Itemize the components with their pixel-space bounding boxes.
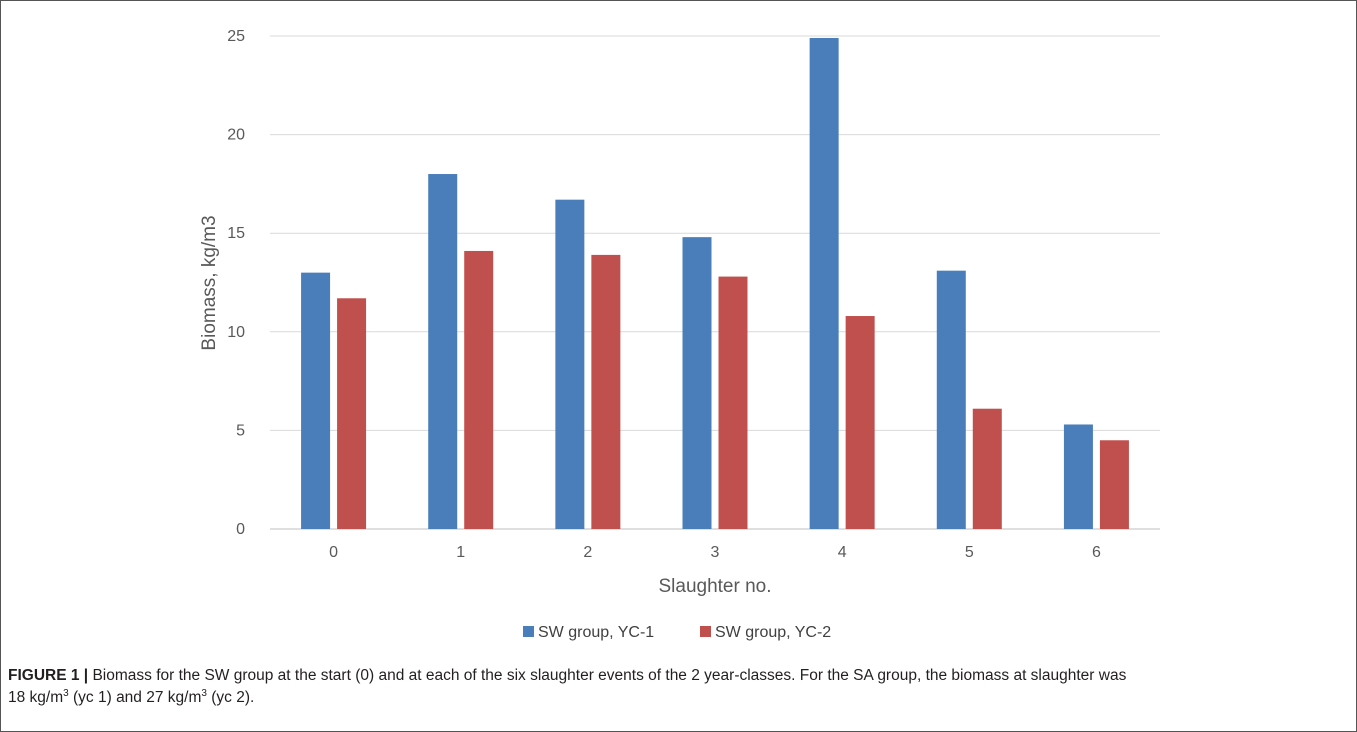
bar-series2-cat-4 (845, 316, 875, 529)
caption-part-c: (yc 2). (206, 689, 255, 706)
x-tick-2: 2 (583, 544, 592, 561)
legend-label-1: SW group, YC-1 (538, 624, 654, 641)
x-tick-1: 1 (456, 544, 465, 561)
x-tick-6: 6 (1092, 544, 1101, 561)
bar-series1-cat-1 (428, 174, 458, 530)
bar-series1-cat-6 (1063, 424, 1093, 529)
figure-caption: FIGURE 1 | Biomass for the SW group at t… (8, 665, 1343, 709)
y-tick-labels: 0 5 10 15 20 25 (227, 28, 245, 538)
legend-swatch-2 (700, 626, 711, 637)
bar-series2-cat-3 (718, 276, 748, 529)
bar-series1-cat-4 (809, 37, 839, 530)
bar-series1-cat-3 (682, 237, 712, 530)
caption-label: FIGURE 1 | (8, 667, 89, 684)
x-tick-3: 3 (711, 544, 720, 561)
legend-label-2: SW group, YC-2 (715, 624, 831, 641)
caption-line1: Biomass for the SW group at the start (0… (92, 667, 1127, 684)
caption-sup-b: 3 (201, 687, 207, 699)
legend-swatch-1 (523, 626, 534, 637)
y-tick-25: 25 (227, 28, 245, 45)
bar-series2-cat-0 (337, 298, 367, 529)
caption-part-a: 18 kg/m (8, 689, 64, 706)
x-axis-title: Slaughter no. (658, 576, 771, 597)
y-tick-0: 0 (236, 521, 245, 538)
x-tick-labels: 0 1 2 3 4 5 6 (329, 544, 1101, 561)
bar-series2-cat-1 (464, 250, 494, 529)
legend: SW group, YC-1 SW group, YC-2 (523, 624, 831, 641)
y-tick-5: 5 (236, 422, 245, 439)
bar-series2-cat-5 (972, 408, 1002, 529)
y-tick-20: 20 (227, 127, 245, 144)
bar-series1-cat-0 (301, 272, 331, 529)
bar-series1-cat-2 (555, 199, 585, 529)
bar-series2-cat-2 (591, 254, 621, 529)
y-tick-10: 10 (227, 324, 245, 341)
gridlines (270, 35, 1160, 530)
caption-sup-a: 3 (63, 687, 69, 699)
y-tick-15: 15 (227, 225, 245, 242)
x-tick-5: 5 (965, 544, 974, 561)
caption-part-b: (yc 1) and 27 kg/m (68, 689, 202, 706)
y-axis-title: Biomass, kg/m3 (199, 215, 220, 350)
x-tick-0: 0 (329, 544, 338, 561)
bar-series1-cat-5 (936, 270, 966, 529)
bar-series2-cat-6 (1099, 440, 1129, 529)
bars (301, 37, 1129, 530)
x-tick-4: 4 (838, 544, 847, 561)
bar-chart: 0 5 10 15 20 25 0 1 2 3 4 5 6 Slaughter no. Biomass… (199, 28, 1160, 641)
